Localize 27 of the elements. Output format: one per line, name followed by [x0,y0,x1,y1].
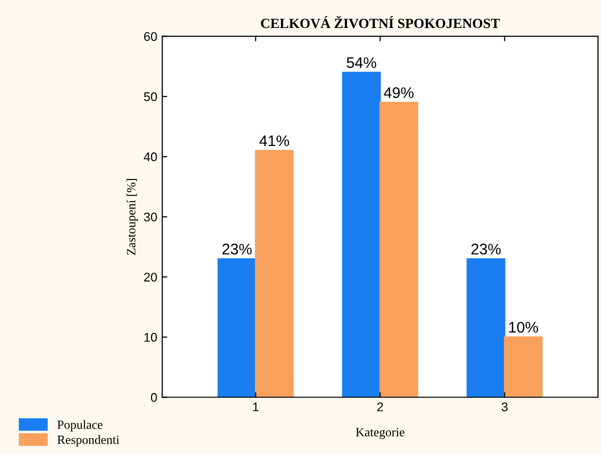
data-label: 23% [471,244,501,254]
y-tick-label: 30 [144,212,157,222]
chart-title: CELKOVÁ ŽIVOTNÍ SPOKOJENOST [260,16,500,28]
legend-label: Respondenti [57,435,120,446]
data-label: 10% [509,322,538,333]
x-tick-label: 1 [253,402,259,412]
y-tick-label: 20 [144,272,157,282]
bar [504,336,543,398]
y-axis-title: Zastoupení [%] [126,179,138,255]
x-axis-title: Kategorie [356,428,404,439]
bar [466,258,506,398]
y-tick-label: 0 [150,393,157,402]
data-label: 54% [346,57,376,68]
y-tick-label: 10 [144,332,157,342]
legend-label: Populace [57,420,102,432]
bar [342,72,381,398]
bar [218,258,256,398]
x-tick-label: 2 [377,402,383,412]
x-tick-label: 3 [502,402,508,412]
data-label: 49% [384,87,414,98]
data-label: 41% [259,135,290,146]
y-tick-label: 40 [144,152,157,162]
bar [254,150,294,398]
bar [379,102,418,398]
y-tick-label: 60 [144,32,157,41]
y-tick-label: 50 [144,92,157,102]
data-label: 23% [222,244,252,254]
